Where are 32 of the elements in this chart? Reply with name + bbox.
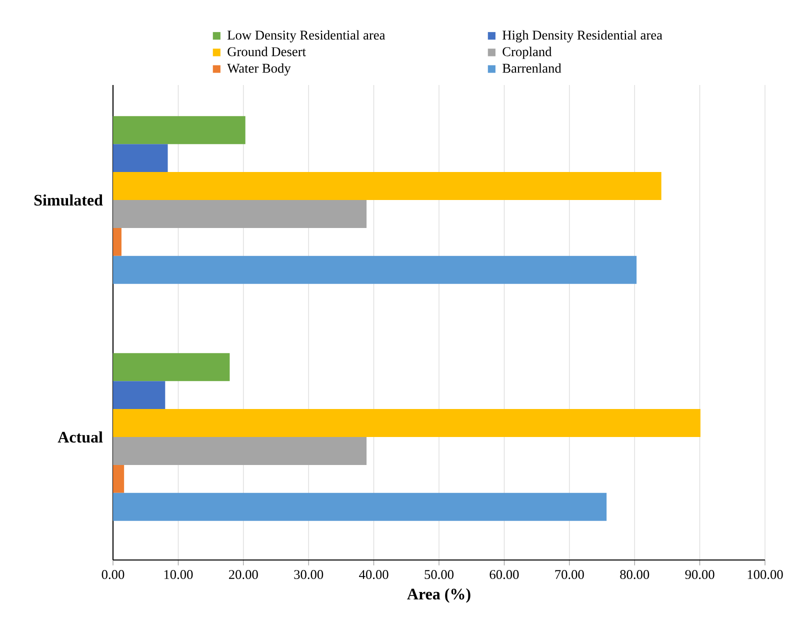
x-axis-title: Area (%) <box>407 588 470 603</box>
bar <box>113 172 662 200</box>
bar <box>113 381 166 410</box>
legend-label: Cropland <box>502 46 552 59</box>
y-tick-label: Simulated <box>34 194 103 206</box>
legend-label: High Density Residential area <box>502 30 662 42</box>
legend-label: Ground Desert <box>228 46 306 56</box>
x-tick-label: 50.00 <box>424 570 454 580</box>
x-tick-label: 10.00 <box>164 570 193 580</box>
bar <box>113 200 367 228</box>
bar <box>113 256 637 284</box>
bar <box>113 144 168 172</box>
bar <box>113 228 122 256</box>
bar <box>113 409 700 438</box>
bar <box>113 116 246 144</box>
bar <box>113 437 367 465</box>
legend-label: Barrenland <box>502 63 562 73</box>
x-tick-label: 30.00 <box>294 570 324 580</box>
bar <box>113 464 124 493</box>
bar <box>113 353 230 382</box>
y-tick-label: Actual <box>58 431 103 443</box>
x-tick-label: 0.00 <box>102 570 124 580</box>
legend-label: Water Body <box>227 63 291 76</box>
bar <box>113 492 607 521</box>
x-tick-label: 100.00 <box>748 570 783 580</box>
x-tick-label: 20.00 <box>228 570 258 580</box>
x-tick-label: 70.00 <box>555 570 584 580</box>
x-tick-label: 60.00 <box>490 570 519 580</box>
legend-label: Low Density Residential area <box>228 30 386 42</box>
x-tick-label: 40.00 <box>359 570 388 580</box>
x-tick-label: 80.00 <box>620 570 650 580</box>
x-tick-label: 90.00 <box>685 570 714 580</box>
